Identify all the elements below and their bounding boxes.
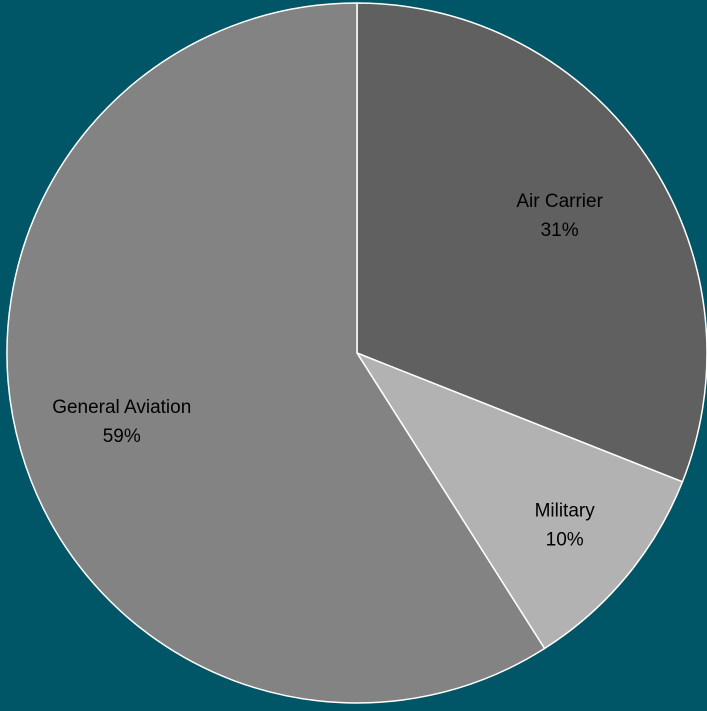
- pie-label-air-carrier: Air Carrier: [516, 191, 603, 212]
- pie-slice-military: [356, 352, 684, 650]
- pie-label-military: Military: [535, 500, 596, 521]
- pie-value-label-air-carrier: 31%: [541, 220, 579, 241]
- pie-slice-air-carrier: [356, 2, 707, 483]
- pie-slices: [6, 2, 707, 704]
- pie-value-label-general-aviation: 59%: [103, 426, 141, 447]
- pie-label-general-aviation: General Aviation: [52, 397, 191, 418]
- pie-value-label-military: 10%: [546, 529, 584, 550]
- pie-labels: Air Carrier 31% Military 10% General Aviatio…: [52, 191, 603, 550]
- pie-slice-general-aviation: [6, 2, 546, 704]
